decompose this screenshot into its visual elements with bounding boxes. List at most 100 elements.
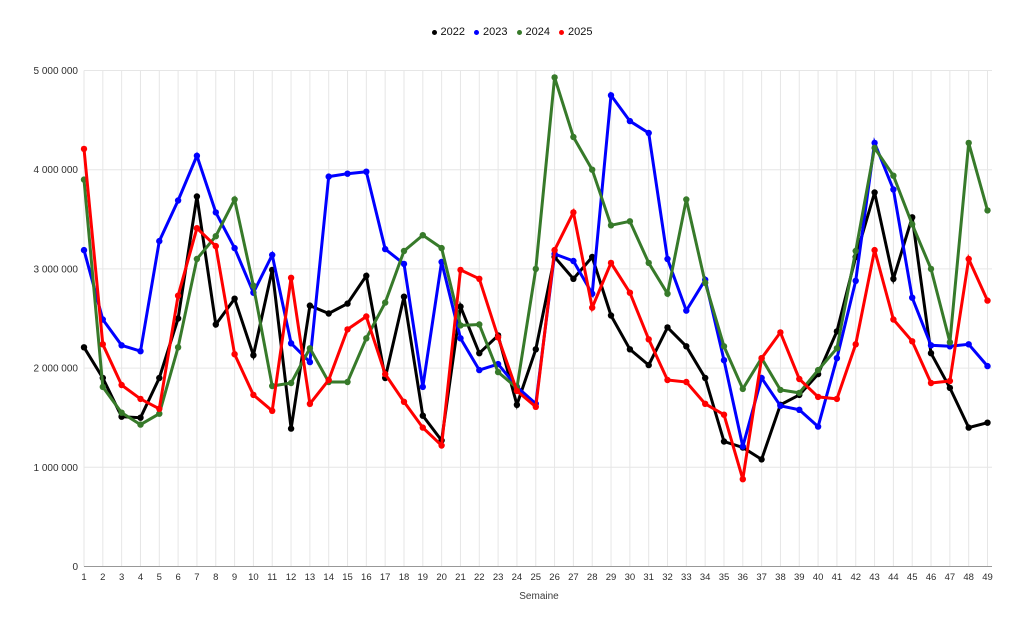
x-axis-tick-label: 18 (399, 572, 410, 583)
x-axis-tick-label: 14 (323, 572, 334, 583)
y-axis-tick-label: 1 000 000 (34, 463, 79, 474)
data-point-2024-week-32 (664, 290, 671, 297)
data-point-2025-week-17 (382, 370, 389, 378)
y-axis-tick-label: 0 (72, 562, 78, 573)
data-point-2022-week-27 (570, 275, 577, 282)
data-point-2025-week-49 (984, 297, 991, 304)
series-2025 (80, 145, 991, 483)
data-point-2025-week-14 (325, 376, 332, 384)
data-point-2024-week-25 (532, 265, 539, 273)
data-point-2022-week-32 (664, 324, 671, 331)
data-point-2024-week-11 (269, 382, 276, 390)
data-point-2022-week-49 (984, 419, 991, 426)
data-point-2022-week-8 (212, 321, 219, 328)
data-point-2022-week-7 (193, 193, 201, 200)
data-point-2022-week-4 (137, 414, 144, 421)
x-axis-tick-label: 16 (361, 572, 372, 583)
x-axis-tick-label: 27 (568, 572, 579, 583)
data-point-2023-week-5 (156, 237, 163, 245)
data-point-2025-week-45 (909, 338, 916, 345)
data-point-2024-week-41 (833, 345, 841, 352)
legend-dot-icon (474, 29, 480, 35)
x-axis-tick-label: 21 (455, 572, 466, 583)
x-axis-tick-label: 47 (945, 572, 956, 583)
data-point-2024-week-7 (193, 255, 201, 263)
x-axis-tick-label: 40 (813, 572, 824, 583)
x-axis-tick-label: 26 (549, 572, 560, 583)
data-point-2023-week-27 (570, 257, 577, 265)
data-point-2025-week-16 (363, 313, 370, 320)
data-point-2024-week-42 (852, 247, 859, 255)
axis-labels: 0 1 000 000 2 000 000 3 000 000 4 000 000 5 0… (34, 66, 993, 583)
data-point-2025-week-9 (231, 351, 238, 358)
data-point-2024-week-34 (702, 279, 709, 286)
data-point-2022-week-37 (758, 456, 765, 463)
data-point-2023-week-30 (626, 117, 634, 125)
legend: 2022 2023 2024 2025 (0, 26, 1024, 38)
data-point-2024-week-36 (739, 385, 746, 393)
y-axis-tick-label: 2 000 000 (34, 364, 79, 375)
x-axis-tick-label: 6 (175, 572, 180, 583)
data-point-2024-week-21 (457, 322, 464, 329)
x-axis-tick-label: 1 (81, 572, 86, 583)
data-point-2023-week-45 (909, 294, 916, 301)
data-point-2025-week-7 (193, 225, 201, 232)
data-point-2025-week-36 (739, 476, 746, 483)
data-point-2023-week-18 (400, 260, 408, 268)
data-point-2025-week-31 (645, 336, 652, 343)
data-point-2023-week-29 (607, 92, 615, 99)
data-point-2024-week-15 (344, 378, 351, 386)
x-axis-tick-label: 46 (926, 572, 937, 583)
legend-item-2025: 2025 (558, 26, 593, 38)
data-point-2022-week-5 (156, 374, 163, 382)
data-point-2024-week-49 (984, 207, 991, 214)
legend-label: 2024 (525, 26, 550, 38)
data-point-2024-week-20 (438, 244, 445, 252)
data-point-2024-week-16 (363, 335, 370, 342)
data-point-2025-week-21 (457, 266, 464, 274)
x-axis-tick-label: 19 (418, 572, 429, 583)
data-point-2023-week-44 (890, 186, 897, 193)
data-point-2024-week-4 (137, 421, 144, 428)
x-axis-tick-label: 37 (756, 572, 767, 583)
x-axis-tick-label: 9 (232, 572, 237, 583)
data-point-2025-week-41 (833, 395, 841, 403)
legend-label: 2023 (483, 26, 508, 38)
x-axis-tick-label: 35 (719, 572, 730, 583)
data-point-2024-week-10 (250, 282, 257, 289)
data-point-2022-week-30 (626, 346, 634, 353)
data-point-2025-week-11 (269, 407, 276, 414)
x-axis-tick-label: 24 (512, 572, 523, 583)
legend-dot-icon (516, 29, 522, 35)
x-axis-tick-label: 48 (963, 572, 974, 583)
data-point-2024-week-31 (645, 259, 652, 267)
data-point-2025-week-8 (212, 242, 219, 250)
data-point-2023-week-11 (269, 251, 276, 259)
data-point-2025-week-39 (796, 375, 803, 383)
x-axis-tick-label: 32 (662, 572, 673, 583)
x-axis-tick-label: 49 (982, 572, 993, 583)
data-point-2025-week-19 (419, 424, 426, 431)
data-point-2022-week-16 (363, 272, 370, 279)
data-point-2025-week-12 (287, 274, 295, 281)
legend-item-2024: 2024 (516, 26, 550, 38)
data-point-2024-week-19 (419, 232, 426, 239)
data-point-2022-week-19 (419, 412, 426, 419)
x-axis-tick-label: 29 (606, 572, 617, 583)
data-point-2024-week-13 (306, 345, 314, 352)
legend-label: 2025 (567, 26, 593, 38)
data-point-2023-week-1 (80, 246, 88, 254)
x-axis-tick-label: 3 (119, 572, 124, 583)
x-axis-tick-label: 20 (436, 572, 447, 583)
data-point-2024-week-8 (212, 233, 219, 240)
data-point-2025-week-25 (532, 403, 539, 410)
data-point-2023-week-4 (137, 348, 144, 355)
data-point-2024-week-47 (946, 339, 954, 346)
data-point-2025-week-20 (438, 442, 445, 449)
data-point-2023-week-46 (927, 342, 935, 349)
data-point-2024-week-39 (796, 389, 803, 397)
data-point-2023-week-48 (965, 341, 972, 348)
data-point-2024-week-33 (683, 196, 690, 203)
data-point-2023-week-49 (984, 362, 991, 370)
